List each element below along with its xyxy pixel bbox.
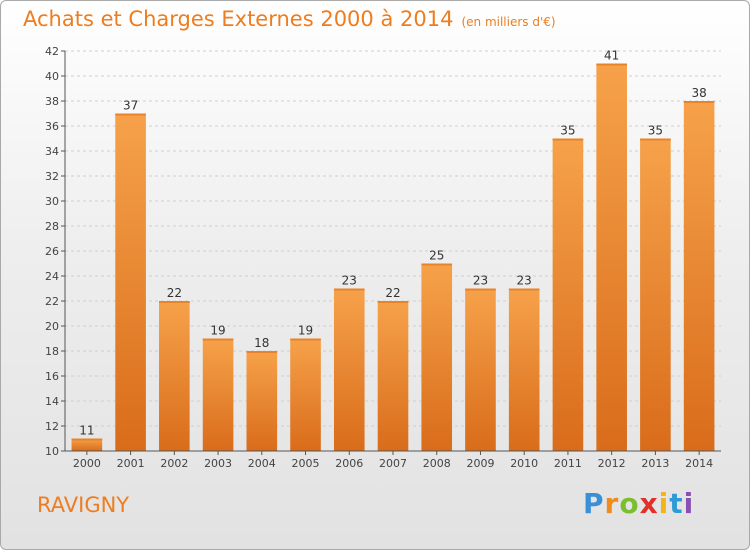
bar-top bbox=[202, 338, 234, 341]
x-tick-label: 2002 bbox=[160, 457, 188, 470]
bar bbox=[552, 138, 584, 451]
bar-top bbox=[421, 263, 453, 266]
logo-letter: x bbox=[639, 487, 659, 520]
bar-value-label: 11 bbox=[79, 424, 94, 438]
y-tick-label: 40 bbox=[45, 70, 59, 83]
logo-letter: P bbox=[583, 487, 605, 520]
bar-value-label: 23 bbox=[342, 274, 357, 288]
y-tick-label: 18 bbox=[45, 345, 59, 358]
bar-top bbox=[333, 288, 365, 291]
y-tick-label: 32 bbox=[45, 170, 59, 183]
bar-value-label: 35 bbox=[648, 124, 663, 138]
y-tick-label: 34 bbox=[45, 145, 59, 158]
bar-top bbox=[683, 101, 715, 103]
bar-top bbox=[508, 288, 540, 291]
x-tick-label: 2012 bbox=[598, 457, 626, 470]
x-tick-label: 2007 bbox=[379, 457, 407, 470]
bars: 11 37 22 19 18 19 23 22 25 23 23 35 41 35 38 bbox=[71, 49, 715, 451]
bar bbox=[640, 138, 671, 451]
bar bbox=[71, 438, 103, 451]
chart-subtitle: (en milliers d'€) bbox=[461, 15, 556, 29]
y-tick-label: 42 bbox=[45, 45, 59, 58]
x-tick-label: 2000 bbox=[73, 457, 101, 470]
bar-value-label: 22 bbox=[167, 286, 182, 300]
bar bbox=[333, 288, 365, 451]
bar bbox=[246, 351, 278, 451]
x-tick-label: 2001 bbox=[117, 457, 145, 470]
y-tick-label: 36 bbox=[45, 120, 59, 133]
bar bbox=[159, 301, 190, 451]
y-tick-label: 22 bbox=[45, 295, 59, 308]
bar bbox=[508, 288, 540, 451]
x-tick-label: 2011 bbox=[554, 457, 582, 470]
bar bbox=[290, 338, 321, 451]
bar-top bbox=[115, 113, 146, 116]
bar bbox=[596, 63, 627, 451]
commune-name: RAVIGNY bbox=[37, 493, 130, 517]
bar-value-label: 23 bbox=[517, 274, 532, 288]
bar bbox=[465, 288, 496, 451]
y-tick-label: 12 bbox=[45, 420, 59, 433]
x-tick-label: 2009 bbox=[466, 457, 494, 470]
bar bbox=[683, 101, 715, 451]
x-tick-label: 2005 bbox=[292, 457, 320, 470]
bar-top bbox=[159, 301, 190, 303]
bar-top bbox=[290, 338, 321, 341]
bar-value-label: 19 bbox=[298, 324, 313, 338]
bar bbox=[115, 113, 146, 451]
x-tick-label: 2006 bbox=[335, 457, 363, 470]
bar-value-label: 19 bbox=[210, 324, 225, 338]
logo-letter: i bbox=[683, 487, 695, 520]
bar-value-label: 35 bbox=[560, 124, 575, 138]
bar-top bbox=[465, 288, 496, 291]
chart-title-text: Achats et Charges Externes 2000 à 2014 bbox=[23, 7, 454, 31]
x-tick-label: 2013 bbox=[641, 457, 669, 470]
logo-letter: t bbox=[669, 487, 684, 520]
bar-top bbox=[71, 438, 103, 441]
y-tick-label: 28 bbox=[45, 220, 59, 233]
bar-value-label: 37 bbox=[123, 99, 138, 113]
logo-letter: o bbox=[619, 487, 640, 520]
x-tick-label: 2014 bbox=[685, 457, 713, 470]
bar bbox=[202, 338, 234, 451]
bar-top bbox=[246, 351, 278, 353]
bar bbox=[421, 263, 453, 451]
bar-value-label: 38 bbox=[691, 86, 706, 100]
y-tick-label: 16 bbox=[45, 370, 59, 383]
y-tick-label: 24 bbox=[45, 270, 59, 283]
x-tick-label: 2008 bbox=[423, 457, 451, 470]
bar bbox=[377, 301, 409, 451]
bar-top bbox=[596, 63, 627, 66]
proxiti-logo: Proxiti bbox=[583, 487, 694, 520]
bar-value-label: 23 bbox=[473, 274, 488, 288]
bar-value-label: 41 bbox=[604, 49, 619, 63]
bar-top bbox=[552, 138, 584, 141]
x-tick-label: 2010 bbox=[510, 457, 538, 470]
y-tick-label: 30 bbox=[45, 195, 59, 208]
logo-letter: r bbox=[604, 487, 620, 520]
axes: 10 12 14 16 18 20 22 24 26 28 30 32 34 36 38 40 42 2000 20… bbox=[45, 45, 721, 470]
bar-value-label: 18 bbox=[254, 336, 269, 350]
y-tick-label: 26 bbox=[45, 245, 59, 258]
x-tick-label: 2003 bbox=[204, 457, 232, 470]
y-tick-label: 14 bbox=[45, 395, 59, 408]
logo-letter: i bbox=[658, 487, 670, 520]
bar-top bbox=[640, 138, 671, 141]
y-tick-label: 38 bbox=[45, 95, 59, 108]
chart-title: Achats et Charges Externes 2000 à 2014 (e… bbox=[23, 7, 556, 31]
y-tick-label: 10 bbox=[45, 445, 59, 458]
x-tick-label: 2004 bbox=[248, 457, 276, 470]
y-tick-label: 20 bbox=[45, 320, 59, 333]
bar-value-label: 22 bbox=[385, 286, 400, 300]
bar-top bbox=[377, 301, 409, 303]
bar-value-label: 25 bbox=[429, 249, 444, 263]
